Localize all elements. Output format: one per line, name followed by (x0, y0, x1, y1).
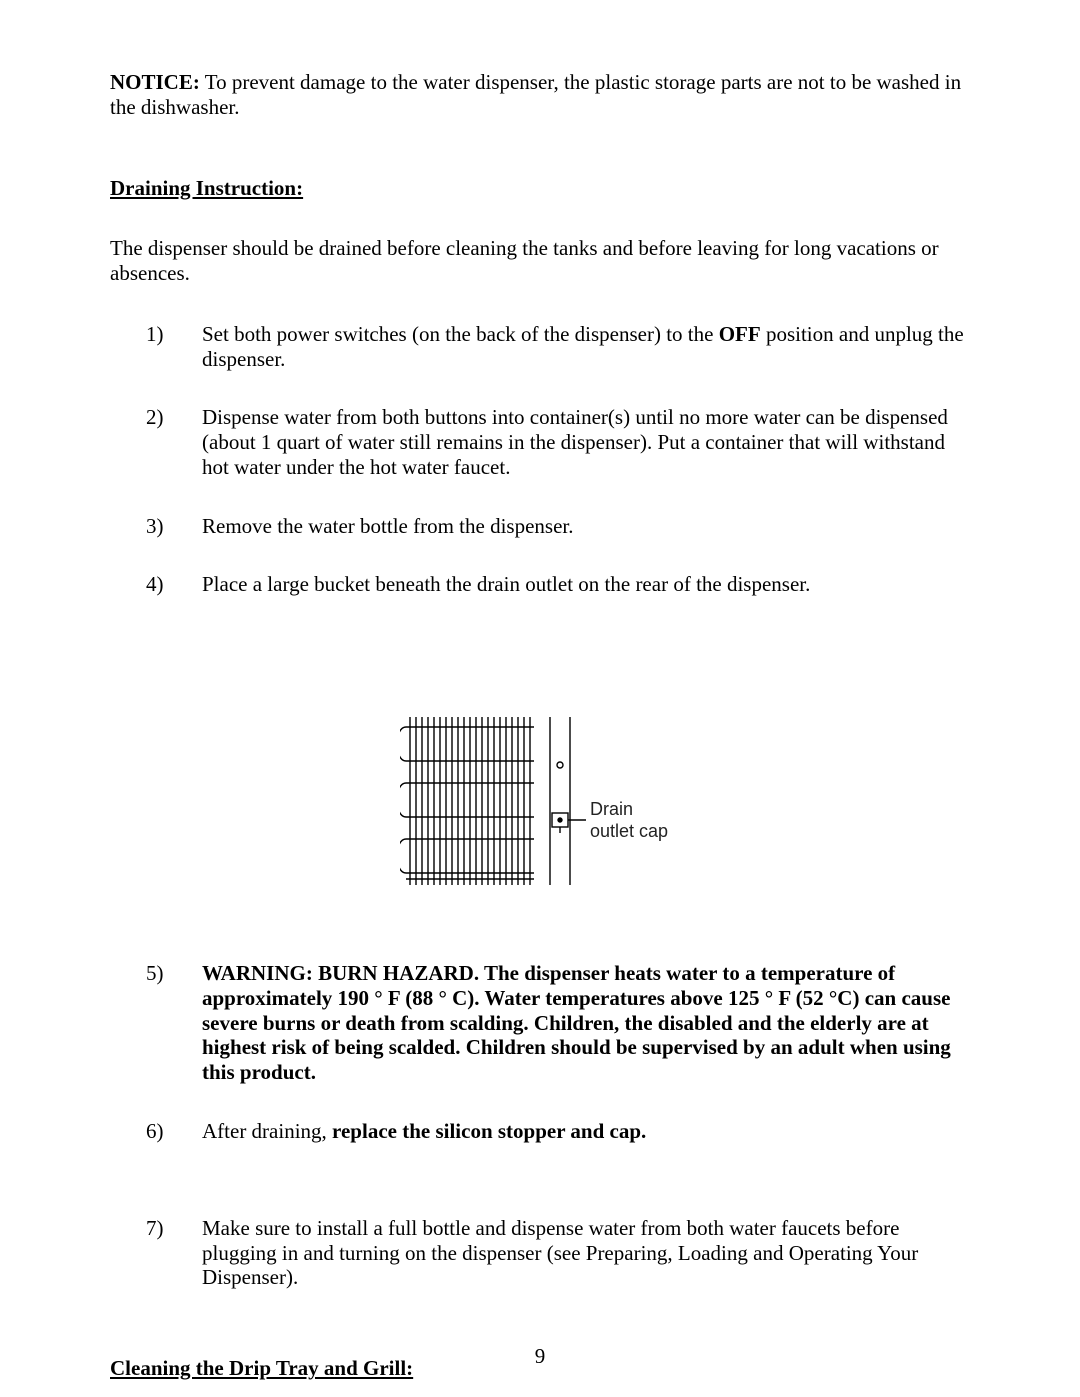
page-number: 9 (0, 1344, 1080, 1369)
step-body-warning: WARNING: BURN HAZARD. The dispenser heat… (202, 961, 970, 1085)
notice-label: NOTICE: (110, 70, 200, 94)
step-number: 6) (146, 1119, 202, 1144)
step-body: After draining, replace the silicon stop… (202, 1119, 970, 1144)
step-list-continued: 5) WARNING: BURN HAZARD. The dispenser h… (110, 961, 970, 1290)
step-number: 3) (146, 514, 202, 539)
step-body: Place a large bucket beneath the drain o… (202, 572, 970, 597)
step-body: Remove the water bottle from the dispens… (202, 514, 970, 539)
step-number: 1) (146, 322, 202, 372)
step-2: 2) Dispense water from both buttons into… (146, 405, 970, 479)
draining-intro: The dispenser should be drained before c… (110, 236, 970, 286)
diagram-label-1: Drain (590, 799, 633, 819)
step-4: 4) Place a large bucket beneath the drai… (146, 572, 970, 597)
step-list: 1) Set both power switches (on the back … (110, 322, 970, 597)
step-1: 1) Set both power switches (on the back … (146, 322, 970, 372)
step-text: After draining, (202, 1119, 332, 1143)
notice-text: To prevent damage to the water dispenser… (110, 70, 961, 119)
step-text-bold: replace the silicon stopper and cap. (332, 1119, 646, 1143)
drain-diagram-svg: Drain outlet cap (400, 711, 680, 891)
step-body: Dispense water from both buttons into co… (202, 405, 970, 479)
step-body: Set both power switches (on the back of … (202, 322, 970, 372)
drain-diagram: Drain outlet cap (110, 711, 970, 891)
step-text: Set both power switches (on the back of … (202, 322, 719, 346)
step-number: 7) (146, 1216, 202, 1290)
step-number: 5) (146, 961, 202, 1085)
step-5: 5) WARNING: BURN HAZARD. The dispenser h… (146, 961, 970, 1085)
diagram-label-2: outlet cap (590, 821, 668, 841)
step-body: Make sure to install a full bottle and d… (202, 1216, 970, 1290)
step-number: 2) (146, 405, 202, 479)
step-3: 3) Remove the water bottle from the disp… (146, 514, 970, 539)
step-6: 6) After draining, replace the silicon s… (146, 1119, 970, 1144)
spacer (110, 631, 970, 691)
off-word: OFF (719, 322, 761, 346)
step-number: 4) (146, 572, 202, 597)
notice-paragraph: NOTICE: To prevent damage to the water d… (110, 70, 970, 120)
page: NOTICE: To prevent damage to the water d… (0, 0, 1080, 1397)
step-7: 7) Make sure to install a full bottle an… (146, 1216, 970, 1290)
draining-heading: Draining Instruction: (110, 176, 970, 201)
